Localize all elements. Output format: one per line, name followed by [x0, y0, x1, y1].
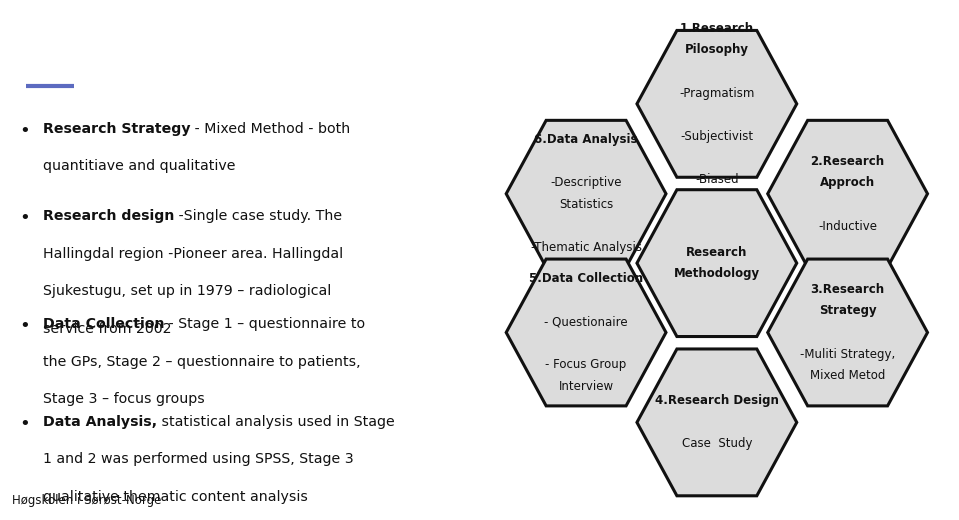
Text: 2.Research: 2.Research	[810, 155, 884, 168]
Text: •: •	[19, 122, 30, 140]
Text: -Pragmatism: -Pragmatism	[679, 86, 755, 99]
Text: -Subjectivist: -Subjectivist	[680, 129, 754, 142]
Text: Data Collection: Data Collection	[43, 317, 164, 331]
Text: Strategy: Strategy	[819, 304, 877, 317]
Text: Hallingdal region -Pioneer area. Hallingdal: Hallingdal region -Pioneer area. Halling…	[43, 246, 343, 261]
Text: quantitiave and qualitative: quantitiave and qualitative	[43, 159, 235, 173]
Text: •: •	[19, 414, 30, 433]
Text: - Stage 1 – questionnaire to: - Stage 1 – questionnaire to	[164, 317, 365, 331]
Polygon shape	[506, 120, 666, 267]
Text: Data Analysis,: Data Analysis,	[43, 414, 157, 428]
Text: 6.Data Analysis: 6.Data Analysis	[534, 133, 638, 146]
Text: Research design: Research design	[43, 209, 175, 223]
Text: -Biased: -Biased	[695, 173, 738, 186]
Text: service from 2002: service from 2002	[43, 322, 172, 336]
Polygon shape	[637, 31, 797, 177]
Text: the GPs, Stage 2 – questionnaire to patients,: the GPs, Stage 2 – questionnaire to pati…	[43, 355, 361, 369]
Text: Stage 3 – focus groups: Stage 3 – focus groups	[43, 392, 204, 406]
Text: •: •	[19, 317, 30, 335]
Text: -Inductive: -Inductive	[818, 219, 877, 232]
Text: Mixed Metod: Mixed Metod	[810, 369, 885, 382]
Text: - Mixed Method - both: - Mixed Method - both	[190, 122, 351, 136]
Polygon shape	[506, 259, 666, 406]
Text: •: •	[19, 209, 30, 227]
Text: Methodology: Methodology	[674, 267, 760, 280]
Text: 1.Research: 1.Research	[680, 22, 754, 35]
Polygon shape	[768, 259, 927, 406]
Text: Statistics: Statistics	[559, 198, 613, 211]
Text: Research Strategy: Research Strategy	[43, 122, 190, 136]
Text: -Descriptive: -Descriptive	[550, 176, 621, 189]
Text: 3.Research: 3.Research	[810, 283, 884, 296]
Text: Approch: Approch	[820, 176, 876, 189]
Polygon shape	[637, 190, 797, 336]
Text: 5.Data Collection: 5.Data Collection	[529, 272, 643, 285]
Text: Sjukestugu, set up in 1979 – radiological: Sjukestugu, set up in 1979 – radiologica…	[43, 284, 331, 298]
Text: Høgskolen i Sørøst-Norge: Høgskolen i Sørøst-Norge	[12, 494, 161, 507]
Text: Case  Study: Case Study	[682, 437, 752, 450]
Text: Interview: Interview	[558, 380, 614, 393]
Text: 1 and 2 was performed using SPSS, Stage 3: 1 and 2 was performed using SPSS, Stage …	[43, 452, 354, 466]
Text: -Single case study. The: -Single case study. The	[175, 209, 342, 223]
Polygon shape	[768, 120, 927, 267]
Text: -Muliti Strategy,: -Muliti Strategy,	[800, 347, 896, 360]
Text: Research: Research	[687, 246, 747, 259]
Text: - Questionaire: - Questionaire	[545, 315, 628, 328]
Text: statistical analysis used in Stage: statistical analysis used in Stage	[157, 414, 394, 428]
Text: 4.Research Design: 4.Research Design	[655, 394, 779, 407]
Text: - Focus Group: - Focus Group	[546, 358, 627, 371]
Text: qualitative thematic content analysis: qualitative thematic content analysis	[43, 490, 308, 504]
Polygon shape	[637, 349, 797, 496]
Text: Pilosophy: Pilosophy	[685, 43, 749, 56]
Text: -Thematic Analysis: -Thematic Analysis	[530, 241, 642, 254]
